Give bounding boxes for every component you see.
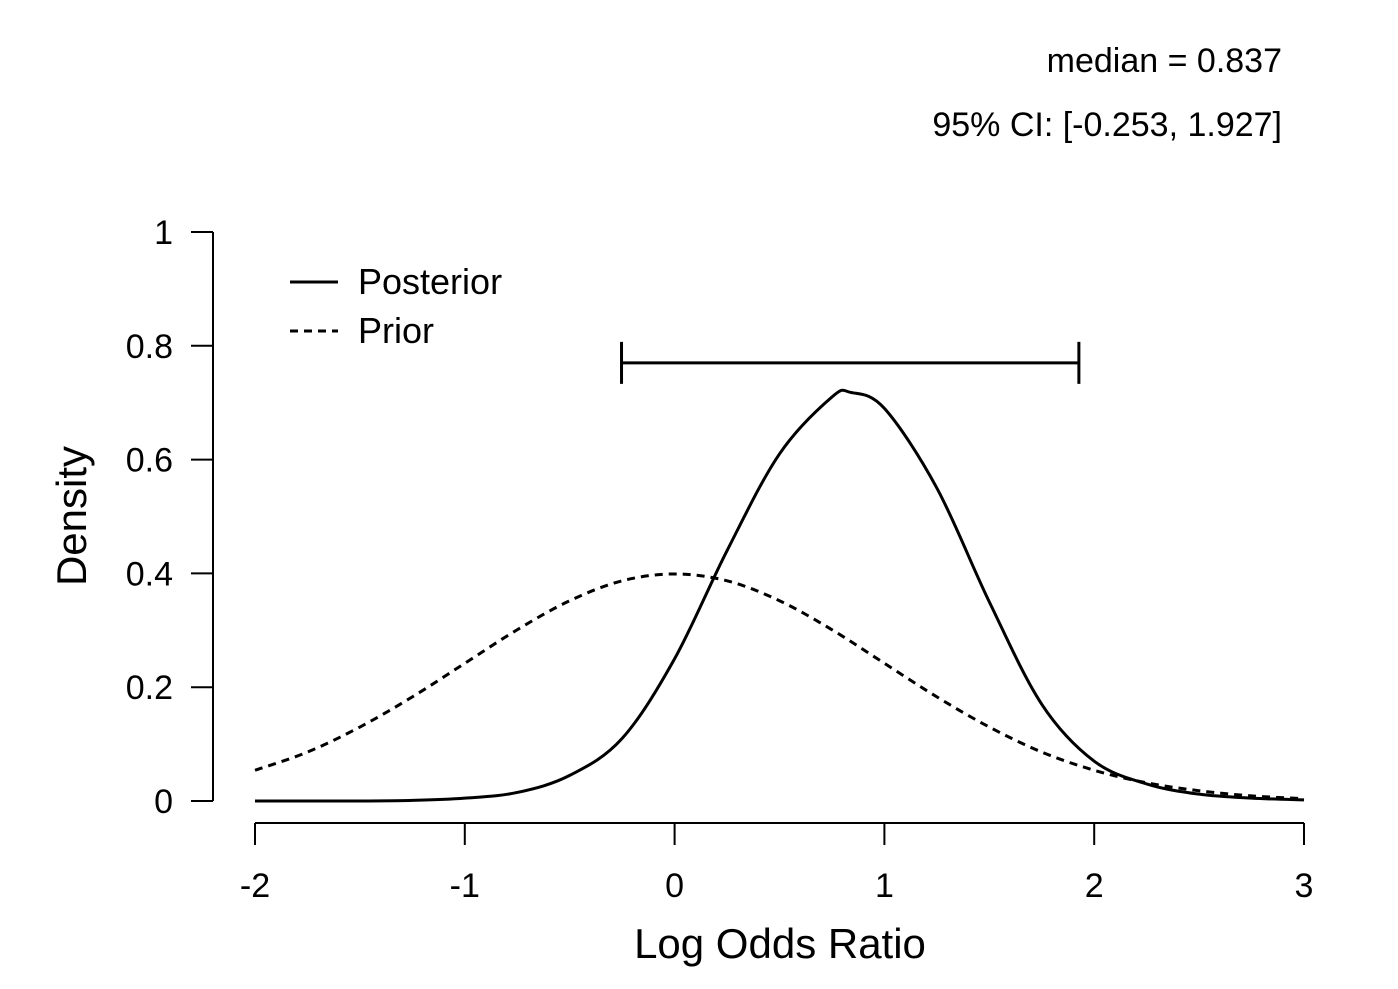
x-tick-label: -1 xyxy=(450,867,480,905)
legend-prior-label: Prior xyxy=(358,310,434,351)
x-tick-label: 1 xyxy=(875,867,894,905)
y-tick-label: 0 xyxy=(154,783,173,821)
median-annotation: median = 0.837 xyxy=(1047,42,1282,80)
y-tick-label: 0.6 xyxy=(126,442,173,480)
y-axis-label: Density xyxy=(48,446,95,586)
x-axis-label: Log Odds Ratio xyxy=(634,920,926,967)
series-posterior-line xyxy=(254,388,1305,803)
credible-interval xyxy=(620,341,1081,384)
y-axis: 0 0.2 0.4 0.6 0.8 1 xyxy=(126,214,214,821)
y-tick-label: 1 xyxy=(154,214,173,252)
ci-annotation: 95% CI: [-0.253, 1.927] xyxy=(932,106,1282,144)
y-tick-label: 0.4 xyxy=(126,555,173,593)
x-tick-label: 3 xyxy=(1295,867,1314,905)
x-tick-label: -2 xyxy=(240,867,270,905)
x-tick-label: 2 xyxy=(1085,867,1104,905)
legend-posterior-label: Posterior xyxy=(358,261,502,302)
y-tick-label: 0.8 xyxy=(126,328,173,366)
series-prior-line xyxy=(254,572,1305,801)
y-tick-label: 0.2 xyxy=(126,669,173,707)
series-layer xyxy=(254,388,1305,803)
legend: Posterior Prior xyxy=(290,261,502,351)
x-axis: -2 -1 0 1 2 3 xyxy=(240,822,1314,905)
x-tick-label: 0 xyxy=(665,867,684,905)
